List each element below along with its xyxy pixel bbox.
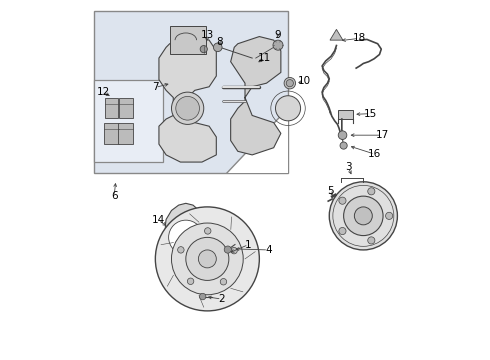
- Circle shape: [286, 80, 294, 87]
- Circle shape: [214, 43, 222, 51]
- Polygon shape: [227, 108, 288, 173]
- Text: 2: 2: [219, 294, 225, 304]
- Bar: [170, 26, 205, 54]
- Circle shape: [186, 237, 229, 280]
- Text: 5: 5: [327, 186, 334, 197]
- Circle shape: [178, 247, 184, 253]
- Text: 13: 13: [201, 30, 214, 40]
- Circle shape: [199, 293, 206, 300]
- Circle shape: [204, 228, 211, 234]
- Polygon shape: [159, 37, 216, 162]
- Text: 18: 18: [352, 33, 366, 43]
- Circle shape: [339, 197, 346, 204]
- Text: 6: 6: [111, 191, 118, 201]
- Text: 17: 17: [375, 130, 389, 140]
- Bar: [95, 80, 163, 162]
- Circle shape: [224, 246, 231, 253]
- Text: 3: 3: [345, 162, 352, 172]
- Circle shape: [198, 250, 216, 268]
- Circle shape: [172, 223, 243, 295]
- Circle shape: [339, 228, 346, 235]
- Circle shape: [338, 131, 347, 139]
- Bar: [338, 110, 353, 119]
- Circle shape: [172, 92, 204, 125]
- Circle shape: [187, 278, 194, 284]
- Circle shape: [169, 220, 203, 255]
- Text: 10: 10: [297, 76, 311, 86]
- Circle shape: [155, 207, 259, 311]
- Circle shape: [368, 188, 375, 195]
- Circle shape: [273, 40, 283, 50]
- Circle shape: [329, 182, 397, 250]
- Circle shape: [275, 96, 300, 121]
- Circle shape: [340, 142, 347, 149]
- Text: 14: 14: [151, 215, 165, 225]
- Circle shape: [220, 279, 227, 285]
- Text: 12: 12: [97, 87, 110, 97]
- Text: 7: 7: [152, 82, 159, 93]
- Circle shape: [284, 77, 295, 89]
- Text: 15: 15: [364, 109, 377, 119]
- Bar: [104, 123, 119, 144]
- Text: 9: 9: [275, 30, 281, 40]
- Circle shape: [231, 247, 237, 254]
- Circle shape: [386, 212, 393, 220]
- Bar: [95, 12, 288, 173]
- Circle shape: [354, 207, 372, 225]
- Polygon shape: [166, 203, 203, 270]
- Bar: [119, 98, 133, 118]
- Text: 16: 16: [368, 149, 381, 159]
- Bar: [105, 98, 119, 118]
- Circle shape: [176, 96, 199, 120]
- Polygon shape: [231, 37, 281, 155]
- Polygon shape: [330, 30, 343, 40]
- Circle shape: [200, 45, 207, 53]
- Circle shape: [368, 237, 375, 244]
- Bar: [119, 123, 133, 144]
- Text: 4: 4: [265, 245, 271, 255]
- Circle shape: [343, 196, 383, 235]
- Text: 11: 11: [258, 53, 271, 63]
- Text: 1: 1: [245, 239, 252, 249]
- Text: 8: 8: [217, 37, 223, 47]
